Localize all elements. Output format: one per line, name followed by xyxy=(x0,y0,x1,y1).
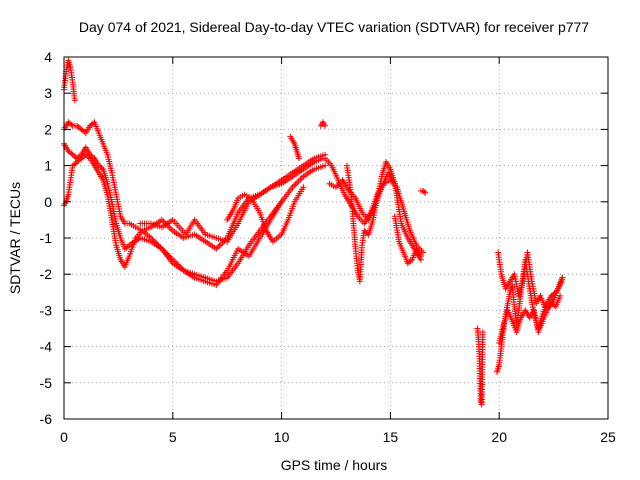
y-tick-label: -6 xyxy=(40,411,53,427)
data-point xyxy=(559,274,566,281)
y-tick-label: -3 xyxy=(40,302,53,318)
y-tick-label: 4 xyxy=(44,49,52,65)
data-point xyxy=(296,155,302,162)
x-tick-label: 25 xyxy=(600,429,616,445)
y-tick-labels: -6 -5 -4 -3 -2 -1 0 1 2 3 4 xyxy=(40,49,53,427)
data-point xyxy=(417,253,424,260)
data-point xyxy=(300,184,307,191)
data-point xyxy=(479,329,486,336)
chart-title: Day 074 of 2021, Sidereal Day-to-day VTE… xyxy=(79,19,589,35)
axis-ticks xyxy=(63,56,609,420)
y-tick-label: -4 xyxy=(40,339,53,355)
y-axis-label: SDTVAR / TECUs xyxy=(7,182,23,294)
data-point xyxy=(421,188,428,195)
y-tick-label: 2 xyxy=(44,121,52,137)
y-tick-label: 3 xyxy=(44,85,52,101)
data-point xyxy=(278,198,285,205)
data-points xyxy=(61,57,566,408)
data-point xyxy=(68,121,75,128)
data-point xyxy=(391,180,398,187)
y-tick-label: -5 xyxy=(40,375,53,391)
x-tick-label: 15 xyxy=(383,429,399,445)
x-tick-label: 5 xyxy=(169,429,177,445)
y-tick-label: -1 xyxy=(40,230,53,246)
data-point xyxy=(322,122,329,129)
x-axis-label: GPS time / hours xyxy=(281,457,388,473)
data-point xyxy=(71,97,78,104)
data-point xyxy=(557,292,564,299)
data-point xyxy=(322,162,329,169)
x-tick-label: 10 xyxy=(274,429,290,445)
x-tick-label: 20 xyxy=(491,429,507,445)
x-tick-label: 0 xyxy=(60,429,68,445)
x-tick-labels: 0 5 10 15 20 25 xyxy=(60,429,616,445)
y-tick-label: 1 xyxy=(44,158,52,174)
y-tick-label: 0 xyxy=(44,194,52,210)
y-tick-label: -2 xyxy=(40,266,53,282)
grid-lines xyxy=(64,57,608,419)
data-point xyxy=(422,189,429,196)
